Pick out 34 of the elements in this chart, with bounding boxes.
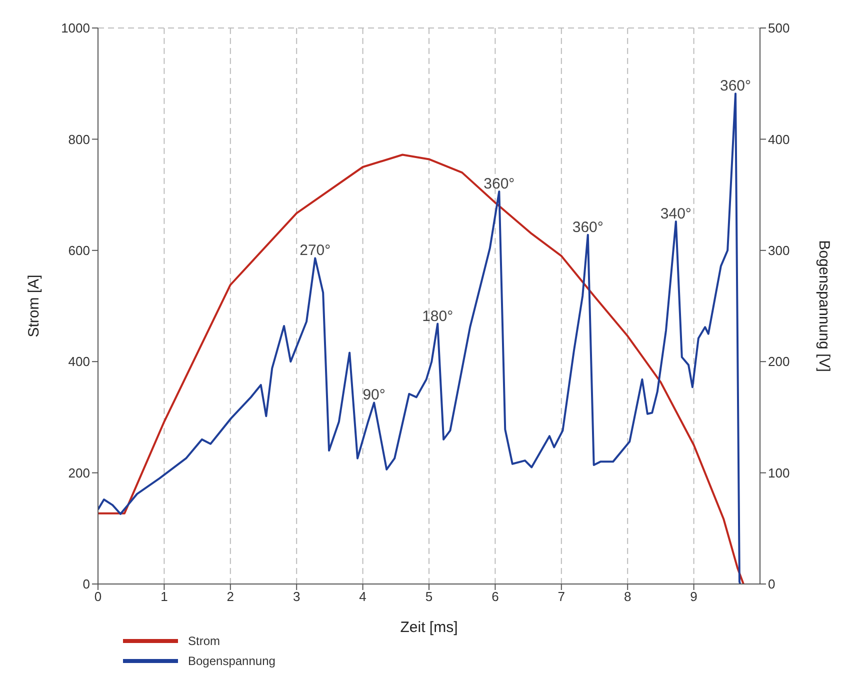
annotation: 360° [484,175,515,192]
x-tick-label: 0 [94,589,102,604]
annotation: 270° [300,242,331,260]
y-tick-label: 800 [68,132,90,147]
x-tick-label: 3 [292,589,300,604]
annotation: 360° [720,78,752,95]
legend-label: Bogenspannung [188,654,276,668]
annotation: 90° [362,386,386,404]
x-tick-label: 9 [690,589,698,604]
y-axis-title: Strom [A] [25,274,42,338]
x-tick-label: 5 [425,589,433,604]
y-tick-label: 600 [68,243,90,258]
y2-tick-label: 0 [768,576,776,592]
y-tick-label: 1000 [61,20,90,36]
y2-tick-label: 100 [768,465,790,480]
y2-tick-label: 300 [768,243,790,258]
x-tick-label: 2 [226,589,234,604]
x-axis-title: Zeit [ms] [400,619,458,636]
y2-axis-title: Bogenspannung [V] [816,240,833,372]
y-tick-label: 0 [82,576,90,592]
annotation: 180° [422,308,454,325]
x-tick-label: 4 [359,589,366,604]
y-tick-label: 200 [68,465,90,480]
y2-tick-label: 400 [768,132,790,147]
y2-tick-label: 500 [768,20,790,36]
legend-label: Strom [188,634,220,648]
annotation: 360° [572,218,604,236]
x-tick-label: 1 [160,589,168,604]
x-tick-label: 7 [558,589,566,604]
y2-tick-label: 200 [768,354,790,370]
x-tick-label: 6 [492,589,499,604]
x-tick-label: 8 [624,589,632,604]
annotation: 340° [660,205,692,222]
y-tick-label: 400 [68,354,90,370]
